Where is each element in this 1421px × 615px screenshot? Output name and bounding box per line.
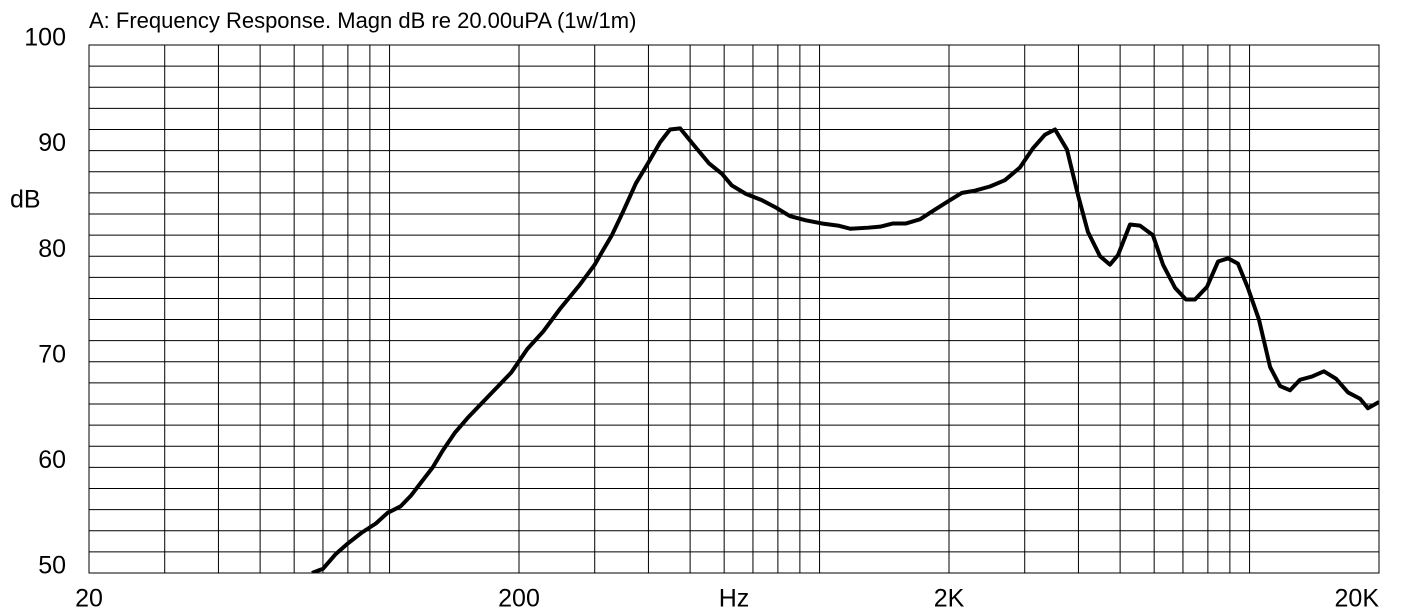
x-tick-label: 2K — [934, 585, 965, 613]
plot-frame — [88, 44, 1380, 574]
y-axis-label: dB — [10, 186, 41, 214]
y-tick-label: 60 — [38, 446, 66, 474]
y-tick-label: 50 — [38, 552, 66, 580]
y-tick-label: 90 — [38, 129, 66, 157]
response-line — [311, 126, 1379, 573]
x-axis-label: Hz — [719, 585, 750, 613]
x-tick-label: 200 — [498, 585, 540, 613]
x-tick-label: 20K — [1335, 585, 1380, 613]
chart-title: A: Frequency Response. Magn dB re 20.00u… — [89, 8, 636, 33]
y-tick-label: 70 — [38, 340, 66, 368]
x-tick-label: 20 — [75, 585, 103, 613]
y-tick-label: 100 — [24, 24, 66, 52]
y-tick-label: 80 — [38, 235, 66, 263]
